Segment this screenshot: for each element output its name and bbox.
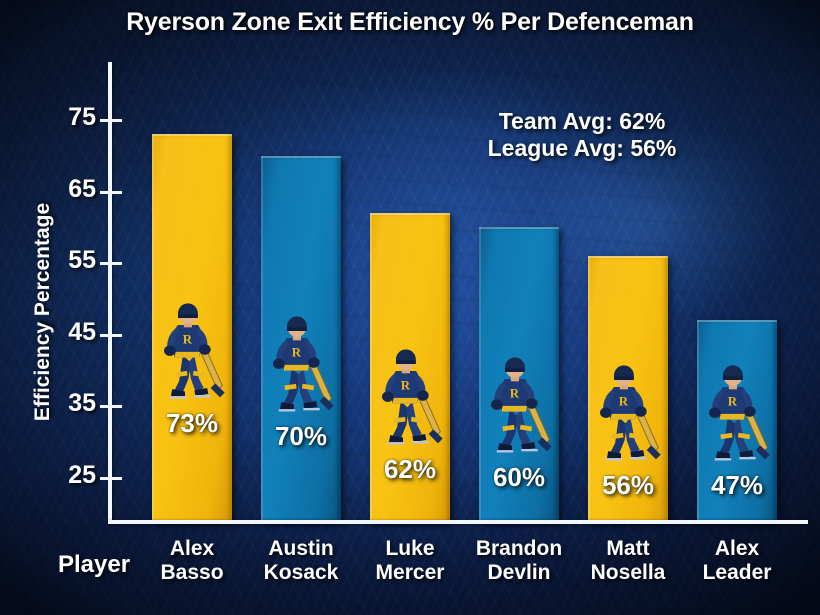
bar[interactable] — [261, 155, 341, 522]
y-axis-tick — [100, 405, 122, 409]
x-axis-label-line: Luke — [385, 537, 435, 560]
bar-value-label: 70% — [274, 420, 328, 451]
x-axis-line — [108, 520, 808, 524]
x-axis-label-line: Mercer — [375, 561, 445, 585]
league-average-annotation: League Avg: 56% — [487, 135, 677, 162]
bar-value-label: 47% — [710, 470, 764, 500]
page-title: Ryerson Zone Exit Efficiency % Per Defen… — [126, 8, 694, 36]
x-axis-label-line: Nosella — [590, 561, 666, 585]
bar-value-label: 56% — [601, 470, 655, 500]
y-axis-tick — [100, 262, 122, 266]
x-axis-label-line: Basso — [160, 561, 224, 585]
x-axis-label-line: Alex — [714, 537, 760, 560]
y-axis-tick — [100, 333, 122, 337]
y-axis-tick-label: 35 — [68, 389, 96, 418]
x-axis-label-line: Matt — [606, 537, 650, 560]
y-axis-tick-label: 75 — [68, 103, 96, 131]
y-axis-tick-label: 25 — [68, 461, 96, 489]
x-axis-category-label: Austin Kosack — [247, 537, 355, 586]
y-axis-tick — [100, 119, 122, 122]
x-axis-category-label: Alex Leader — [683, 537, 791, 586]
y-axis-tick — [100, 190, 122, 194]
x-axis-label-line: Leader — [702, 561, 772, 585]
y-axis-tick — [100, 477, 122, 480]
x-axis-category-label: Matt Nosella — [574, 537, 682, 586]
y-axis-title: Efficiency Percentage — [31, 202, 54, 422]
x-axis-category-label: Luke Mercer — [356, 537, 464, 586]
x-axis-label-line: Brandon — [475, 537, 563, 560]
y-axis-tick-label: 55 — [68, 246, 96, 275]
x-axis-label-line: Devlin — [487, 561, 551, 585]
y-axis-line — [108, 62, 112, 524]
bar-value-label: 60% — [492, 462, 546, 493]
bar-value-label: 73% — [165, 408, 219, 439]
bar-value-label: 62% — [383, 453, 437, 484]
x-axis-label-line: Kosack — [263, 561, 339, 585]
bar[interactable] — [152, 134, 232, 522]
team-average-annotation: Team Avg: 62% — [498, 108, 666, 134]
x-axis-category-label: Brandon Devlin — [465, 537, 573, 586]
x-axis-title: Player — [58, 551, 131, 578]
y-axis-tick-label: 45 — [68, 317, 96, 346]
x-axis-label-line: Alex — [169, 537, 215, 560]
x-axis-label-line: Austin — [268, 537, 334, 560]
average-annotations: Team Avg: 62% League Avg: 56% — [452, 108, 712, 162]
y-axis-tick-label: 65 — [68, 174, 96, 203]
x-axis-category-label: Alex Basso — [138, 537, 246, 586]
